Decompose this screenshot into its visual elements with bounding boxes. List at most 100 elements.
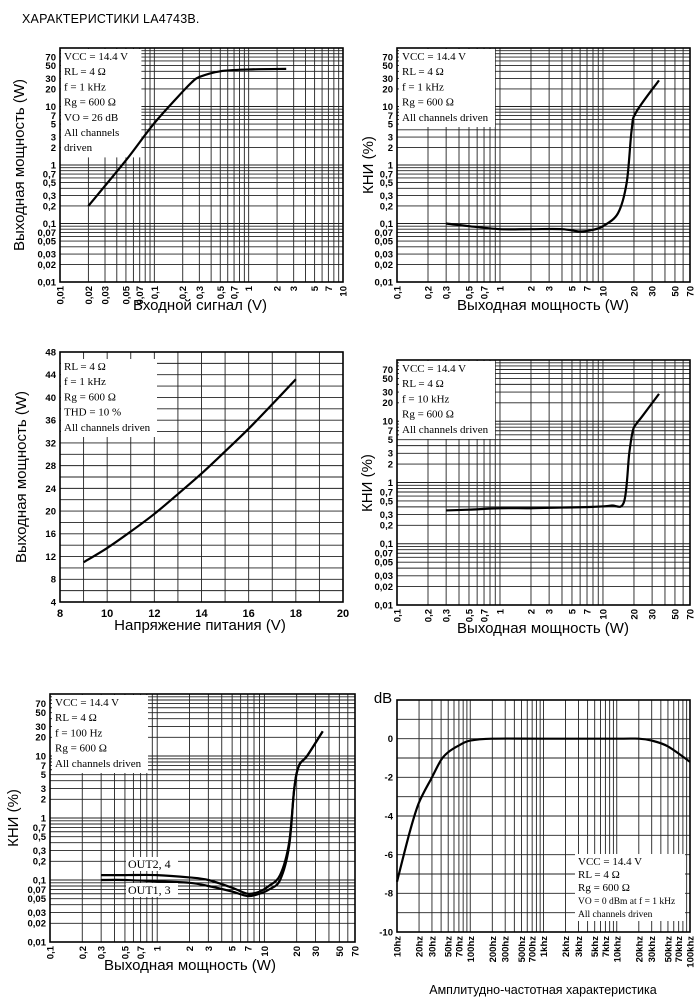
- condition-text: f = 1 kHz: [402, 81, 444, 93]
- x-tick-label: 0,5: [464, 285, 475, 299]
- y-tick-label: 30: [45, 74, 56, 85]
- y-tick-label: 20: [382, 398, 393, 409]
- x-tick-label: 0,3: [442, 609, 453, 622]
- y-tick-label: 0,5: [43, 178, 57, 189]
- y-tick-label: 0,01: [28, 937, 47, 948]
- x-tick-label: 2: [185, 946, 196, 951]
- condition-text: RL = 4 Ω: [64, 361, 106, 373]
- x-tick-label: 0,1: [393, 285, 404, 299]
- x-tick-label: 30: [648, 286, 659, 297]
- y-tick-label: 0,01: [375, 277, 394, 288]
- y-tick-label: 0,02: [28, 919, 47, 930]
- series-line-1: [395, 737, 691, 883]
- y-tick-label: 50: [382, 374, 393, 385]
- condition-text: All channels driven: [64, 422, 151, 434]
- y-tick-label: 0,02: [375, 260, 394, 271]
- condition-text: VCC = 14.4 V: [402, 363, 466, 375]
- x-tick-label: 10: [101, 608, 113, 620]
- y-tick-label: 20: [45, 506, 56, 517]
- y-tick-label: 10: [35, 751, 46, 762]
- x-tick-label: 7: [583, 609, 594, 614]
- condition-text: VCC = 14.4 V: [64, 51, 128, 63]
- x-tick-label: 0,1: [393, 608, 404, 622]
- condition-text: Rg = 600 Ω: [578, 882, 630, 894]
- y-tick-label: 0,01: [38, 277, 57, 288]
- x-axis-label: Напряжение питания (V): [114, 617, 286, 634]
- x-tick-label: 1: [244, 285, 255, 291]
- y-tick-label: 30: [382, 387, 393, 398]
- x-tick-label: 700hz: [528, 936, 539, 963]
- x-tick-label: 2khz: [561, 936, 572, 957]
- y-axis-label: dB: [374, 690, 392, 707]
- condition-text: All channels driven: [402, 424, 489, 436]
- x-tick-label: 14: [195, 608, 208, 620]
- conditions-bg: [575, 854, 685, 921]
- y-tick-label: 7: [41, 761, 46, 772]
- y-tick-label: 0,02: [38, 260, 57, 271]
- y-tick-label: 4: [51, 597, 57, 608]
- x-tick-label: 5khz: [590, 936, 601, 957]
- y-tick-label: 16: [45, 529, 56, 540]
- y-tick-label: 0,7: [380, 169, 393, 180]
- y-tick-label: 70: [45, 52, 56, 63]
- conditions-bg: [399, 361, 495, 439]
- x-tick-label: 30khz: [647, 936, 658, 963]
- condition-text: Rg = 600 Ω: [402, 409, 454, 421]
- y-tick-label: 5: [388, 435, 394, 446]
- x-tick-label: 8: [57, 608, 63, 620]
- y-tick-label: 30: [382, 74, 393, 85]
- x-tick-label: 0,7: [480, 286, 491, 299]
- x-tick-label: 1: [153, 945, 164, 951]
- y-tick-label: 3: [388, 449, 393, 460]
- x-tick-label: 70hz: [454, 936, 465, 957]
- condition-text: THD = 10 %: [64, 407, 121, 419]
- y-tick-label: 20: [35, 733, 46, 744]
- x-tick-label: 0,2: [424, 609, 435, 622]
- y-tick-label: 3: [41, 784, 46, 795]
- y-tick-label: 0,3: [43, 191, 56, 202]
- x-tick-label: 10: [260, 946, 271, 957]
- y-axis-label: Выходная мощность (W): [13, 391, 30, 563]
- y-tick-label: 70: [382, 52, 393, 63]
- y-tick-label: 0,1: [380, 539, 394, 550]
- y-tick-label: 36: [45, 416, 56, 427]
- condition-text: All channels driven: [55, 758, 142, 770]
- series-line-1: [87, 67, 287, 207]
- x-tick-label: 0,1: [150, 285, 161, 299]
- y-tick-label: 0,05: [375, 558, 394, 569]
- y-tick-label: 50: [35, 708, 46, 719]
- y-tick-label: 0,1: [380, 219, 394, 230]
- x-tick-label: 5: [567, 285, 578, 291]
- x-tick-label: 30: [648, 609, 659, 620]
- y-tick-label: 0,03: [28, 908, 47, 919]
- condition-text: RL = 4 Ω: [578, 869, 620, 881]
- y-tick-label: 40: [45, 393, 56, 404]
- y-tick-label: 0,07: [375, 549, 394, 560]
- x-tick-label: 70: [351, 946, 362, 957]
- y-tick-label: -8: [385, 889, 393, 900]
- y-tick-label: 10: [382, 102, 393, 113]
- y-tick-label: 24: [45, 484, 56, 495]
- y-tick-label: 0,05: [375, 237, 394, 248]
- x-tick-label: 0,01: [56, 285, 67, 304]
- y-tick-label: 10: [45, 102, 56, 113]
- annotation-bg: [126, 883, 178, 897]
- y-tick-label: 44: [45, 370, 56, 381]
- x-tick-label: 2: [526, 609, 537, 614]
- y-tick-label: 0,2: [380, 521, 393, 532]
- x-tick-label: 0,07: [135, 286, 146, 305]
- x-tick-label: 70: [686, 286, 697, 297]
- y-tick-label: 70: [35, 699, 46, 710]
- x-tick-label: 7: [583, 286, 594, 291]
- y-tick-label: 32: [45, 438, 56, 449]
- y-tick-label: 0,07: [375, 228, 394, 239]
- condition-text: Rg = 600 Ω: [64, 391, 116, 403]
- x-tick-label: 100khz: [686, 936, 697, 968]
- y-tick-label: 7: [388, 426, 393, 437]
- x-tick-label: 18: [290, 608, 302, 620]
- plot-frame: [59, 47, 344, 283]
- condition-text: driven: [64, 142, 93, 154]
- x-tick-label: 0,7: [480, 609, 491, 622]
- x-tick-label: 0,1: [46, 945, 57, 959]
- x-tick-label: 1: [495, 608, 506, 614]
